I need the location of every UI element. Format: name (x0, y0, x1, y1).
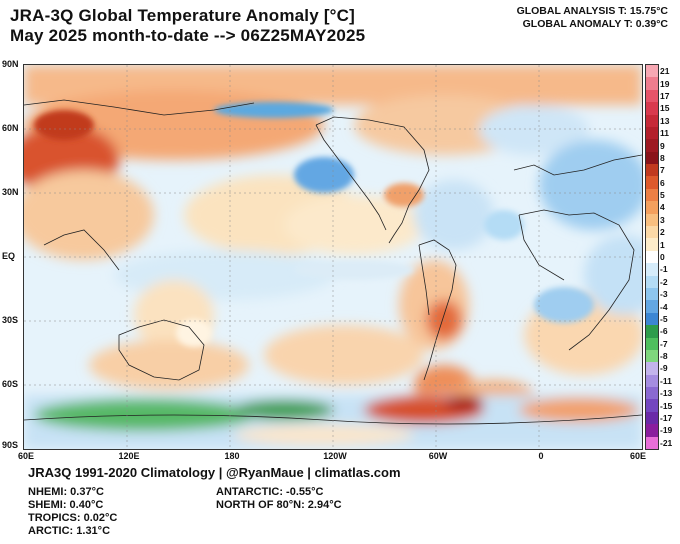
colorbar-segment (646, 374, 658, 388)
colorbar-segment (646, 139, 658, 153)
colorbar-label: 5 (660, 190, 665, 201)
colorbar-segment (646, 424, 658, 438)
lon-label-120w: 120W (323, 451, 347, 461)
colorbar-label: 0 (660, 252, 665, 262)
colorbar (645, 64, 659, 450)
lon-label-120e: 120E (118, 451, 140, 461)
colorbar-label: -3 (660, 289, 668, 300)
colorbar-label: 11 (660, 128, 669, 139)
stat-north-of-80n: NORTH OF 80°N: 2.94°C (216, 499, 342, 511)
lon-label-60e-right: 60E (629, 451, 647, 461)
stat-nhemi: NHEMI: 0.37°C (28, 486, 104, 498)
colorbar-segment (646, 250, 658, 264)
colorbar-segment (646, 188, 658, 202)
colorbar-segment (646, 300, 658, 314)
lon-label-60e: 60E (17, 451, 35, 461)
lat-label-eq: EQ (2, 251, 16, 261)
colorbar-label: -19 (660, 425, 673, 436)
colorbar-segment (646, 102, 658, 116)
lat-label-60n: 60N (2, 123, 19, 133)
global-anomaly-temp: GLOBAL ANOMALY T: 0.39°C (522, 18, 668, 30)
colorbar-label: 13 (660, 115, 670, 126)
colorbar-label: 7 (660, 165, 665, 176)
colorbar-label: 3 (660, 214, 665, 225)
colorbar-label: -6 (660, 326, 668, 337)
anomaly-map (23, 64, 643, 450)
colorbar-label: -4 (660, 301, 668, 312)
colorbar-segment (646, 114, 658, 128)
map-subtitle: May 2025 month-to-date --> 06Z25MAY2025 (10, 26, 366, 45)
footer-source: JRA3Q 1991-2020 Climatology | @RyanMaue … (28, 465, 401, 480)
colorbar-label: 19 (660, 78, 670, 89)
colorbar-segment (646, 176, 658, 190)
lat-label-30s: 30S (2, 315, 19, 325)
colorbar-segment (646, 238, 658, 252)
colorbar-segment (646, 226, 658, 239)
colorbar-segment (646, 151, 658, 165)
coastlines (24, 99, 642, 425)
colorbar-label: -15 (660, 400, 673, 411)
colorbar-segment (646, 436, 658, 450)
colorbar-label: 15 (660, 103, 670, 114)
colorbar-segment (646, 387, 658, 400)
colorbar-label: -7 (660, 338, 668, 349)
colorbar-segment (646, 77, 658, 91)
anomaly-map-canvas (24, 65, 642, 449)
colorbar-label: 8 (660, 152, 665, 163)
colorbar-label: -8 (660, 351, 668, 362)
stat-tropics: TROPICS: 0.02°C (28, 512, 118, 524)
colorbar-segment (646, 275, 658, 289)
colorbar-segment (646, 89, 658, 103)
colorbar-segment (646, 362, 658, 376)
colorbar-label: -2 (660, 276, 668, 287)
colorbar-label: -5 (660, 313, 668, 324)
colorbar-segment (646, 126, 658, 140)
colorbar-label: -11 (660, 375, 672, 386)
colorbar-label: 2 (660, 227, 665, 238)
colorbar-label: -17 (660, 413, 673, 424)
colorbar-label: -21 (660, 437, 673, 448)
lon-label-0: 0 (538, 451, 544, 461)
colorbar-label: -9 (660, 363, 668, 374)
colorbar-segment (646, 349, 658, 363)
colorbar-segment (646, 65, 658, 78)
colorbar-segment (646, 411, 658, 425)
map-title: JRA-3Q Global Temperature Anomaly [°C] (10, 6, 356, 25)
stat-antarctic: ANTARCTIC: -0.55°C (216, 486, 324, 498)
global-analysis-temp: GLOBAL ANALYSIS T: 15.75°C (516, 5, 668, 17)
stat-shemi: SHEMI: 0.40°C (28, 499, 104, 511)
colorbar-segment (646, 287, 658, 301)
anomaly-detail (34, 102, 594, 347)
lon-label-60w: 60W (428, 451, 448, 461)
colorbar-segment (646, 337, 658, 351)
colorbar-label: 21 (660, 66, 670, 77)
colorbar-segment (646, 399, 658, 413)
colorbar-label: -1 (660, 264, 668, 275)
colorbar-segment (646, 164, 658, 177)
graticule (24, 65, 642, 449)
lon-label-180: 180 (224, 451, 240, 461)
colorbar-segment (646, 213, 658, 227)
lat-label-90n: 90N (2, 59, 19, 69)
stat-arctic: ARCTIC: 1.31°C (28, 525, 111, 537)
lat-label-90s: 90S (2, 440, 19, 450)
colorbar-label: 6 (660, 177, 665, 188)
colorbar-segment (646, 201, 658, 215)
colorbar-label: -13 (660, 388, 673, 399)
lat-label-60s: 60S (2, 379, 19, 389)
colorbar-label: 17 (660, 90, 670, 101)
colorbar-segment (646, 312, 658, 326)
lat-label-30n: 30N (2, 187, 19, 197)
colorbar-label: 4 (660, 202, 665, 213)
colorbar-segment (646, 263, 658, 277)
colorbar-label: 9 (660, 140, 665, 151)
colorbar-segment (646, 325, 658, 338)
colorbar-label: 1 (660, 239, 665, 250)
